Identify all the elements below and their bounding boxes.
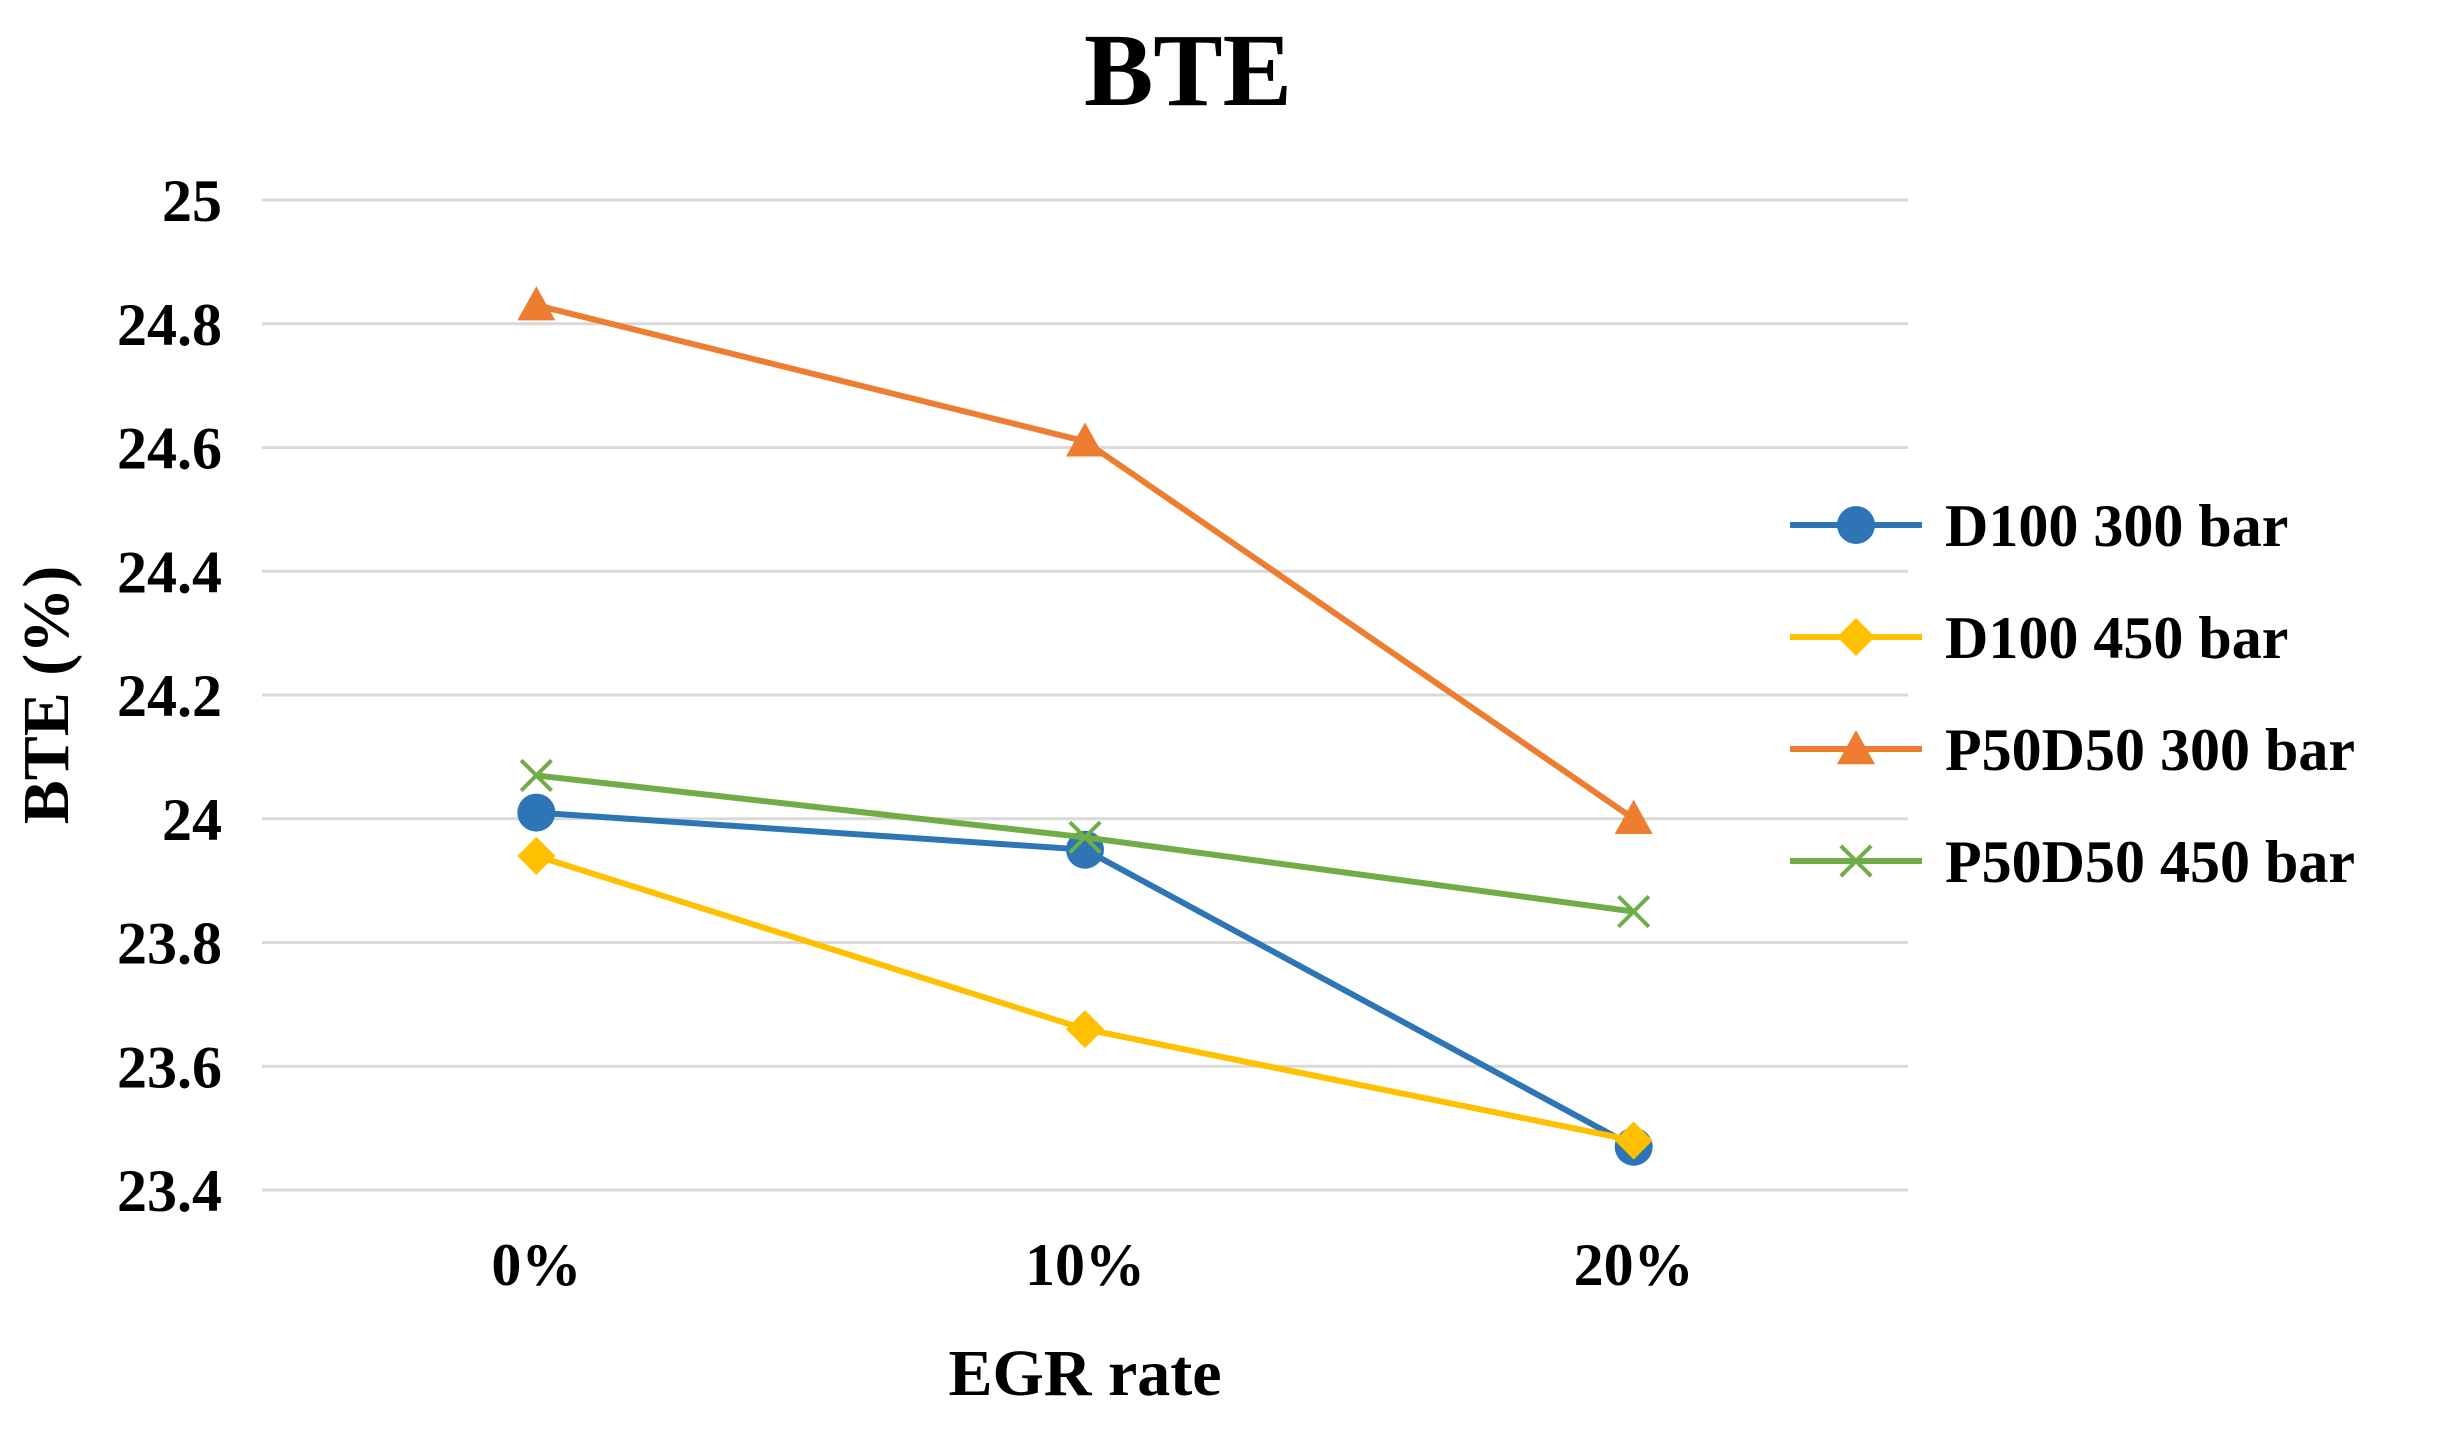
data-point <box>1068 820 1102 854</box>
series-d100-450-bar <box>517 836 1653 1160</box>
series-p50d50-300-bar <box>517 286 1653 834</box>
data-point <box>1614 799 1653 834</box>
legend-label: P50D50 300 bar <box>1945 717 2355 783</box>
legend-entry: P50D50 300 bar <box>1790 717 2355 783</box>
y-tick-label: 24 <box>162 787 222 853</box>
y-tick-label: 23.8 <box>117 911 222 977</box>
x-axis-label: EGR rate <box>948 1337 1221 1410</box>
data-point <box>1066 1010 1104 1049</box>
y-tick-label: 23.6 <box>117 1034 222 1100</box>
legend-marker <box>1839 844 1873 878</box>
y-tick-label: 24.2 <box>117 663 222 729</box>
y-tick-labels: 23.4 23.6 23.8 24 24.2 24.4 24.6 24.8 25 <box>117 168 222 1224</box>
x-tick-label: 0% <box>491 1232 581 1298</box>
data-point <box>517 793 556 832</box>
legend-entry: D100 300 bar <box>1790 493 2288 559</box>
y-tick-label: 24.4 <box>117 539 222 605</box>
y-tick-label: 23.4 <box>117 1158 222 1224</box>
series-line <box>535 302 1636 822</box>
data-point <box>517 836 556 875</box>
legend-marker <box>1837 506 1875 544</box>
legend-marker <box>1837 730 1875 765</box>
series-lines <box>517 286 1653 1166</box>
y-axis-label: BTE (%) <box>10 566 83 825</box>
legend-label: D100 450 bar <box>1945 605 2288 671</box>
y-tick-label: 24.6 <box>117 416 222 482</box>
data-point <box>1617 894 1651 929</box>
legend: D100 300 bar D100 450 bar P50D50 300 bar P5… <box>1790 493 2355 895</box>
legend-entry: D100 450 bar <box>1790 605 2288 671</box>
y-tick-label: 24.8 <box>117 292 222 358</box>
x-tick-label: 10% <box>1025 1232 1145 1298</box>
legend-marker <box>1837 618 1875 656</box>
x-tick-label: 20% <box>1574 1232 1694 1298</box>
y-tick-label: 25 <box>162 168 222 234</box>
data-point <box>1066 422 1104 457</box>
data-point <box>1614 1121 1653 1160</box>
legend-label: P50D50 450 bar <box>1945 829 2355 895</box>
data-point <box>517 286 556 321</box>
series-line <box>535 853 1635 1144</box>
data-point <box>519 758 553 793</box>
legend-entry: P50D50 450 bar <box>1790 829 2355 895</box>
chart-title: BTE <box>1084 13 1292 128</box>
legend-label: D100 300 bar <box>1945 493 2288 559</box>
series-p50d50-450-bar <box>519 758 1651 929</box>
x-tick-labels: 0% 10% 20% <box>491 1232 1693 1298</box>
